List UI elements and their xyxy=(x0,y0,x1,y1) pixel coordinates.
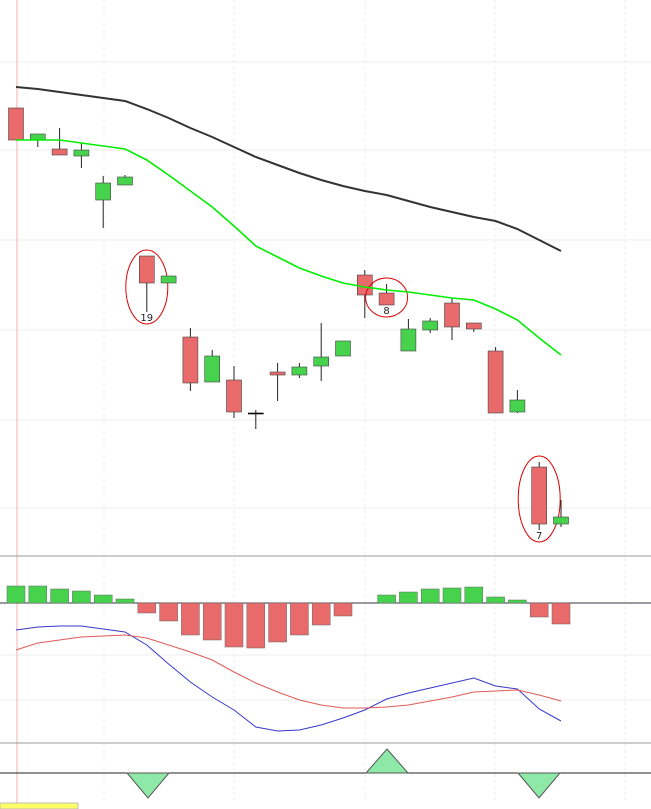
candle-body xyxy=(8,107,24,141)
candle-body xyxy=(313,356,330,367)
line-series xyxy=(15,634,562,709)
candle-body xyxy=(160,275,177,284)
histogram-bar xyxy=(159,602,178,622)
candle-body xyxy=(509,399,526,413)
histogram-bar xyxy=(268,602,287,643)
candle-body xyxy=(248,412,264,415)
candle-body xyxy=(553,516,569,525)
histogram-bar xyxy=(420,588,440,604)
line-series xyxy=(15,86,562,252)
candle-body xyxy=(335,340,351,357)
candle-body xyxy=(465,322,482,330)
candle-body xyxy=(531,466,548,525)
highlight-circle xyxy=(125,249,169,325)
histogram-bar xyxy=(290,602,309,636)
histogram-bar xyxy=(508,599,527,604)
candle-body xyxy=(444,302,460,328)
candle-body xyxy=(400,328,417,352)
histogram-bar xyxy=(72,590,91,604)
histogram-bar xyxy=(529,602,549,618)
histogram-bar xyxy=(464,586,484,604)
candle-body xyxy=(182,336,199,384)
candle-label: 7 xyxy=(536,531,542,542)
candle-body xyxy=(226,379,242,413)
candle-body xyxy=(291,366,308,376)
histogram-bar xyxy=(28,585,48,604)
histogram-bar xyxy=(551,602,571,625)
buy-signal xyxy=(364,748,410,774)
candle-body xyxy=(73,149,90,157)
candle-label: 8 xyxy=(383,306,389,317)
histogram-bar xyxy=(399,591,418,604)
sell-signal xyxy=(516,772,562,799)
histogram-bar xyxy=(311,602,331,626)
histogram-bar xyxy=(93,594,113,604)
histogram-bar xyxy=(442,587,462,604)
candle-body xyxy=(204,355,220,383)
histogram-bar xyxy=(50,588,69,604)
candle-body xyxy=(117,176,133,186)
histogram-bar xyxy=(115,598,135,604)
histogram-bar xyxy=(246,602,266,649)
line-series xyxy=(16,139,562,356)
candle-body xyxy=(487,350,504,414)
line-series xyxy=(15,625,562,732)
candle-body xyxy=(269,371,286,376)
histogram-bar xyxy=(202,602,222,641)
highlight-circle xyxy=(517,455,561,543)
candle-body xyxy=(422,320,439,331)
candle-body xyxy=(95,182,111,201)
histogram-bar xyxy=(377,594,396,604)
candle-body xyxy=(51,148,68,156)
histogram-bar xyxy=(486,596,505,604)
time-label-box xyxy=(0,802,79,809)
candle-body xyxy=(378,292,395,306)
histogram-bar xyxy=(181,602,200,636)
sell-signal xyxy=(125,772,171,799)
candle-body xyxy=(139,255,155,284)
candle-body xyxy=(29,133,46,141)
highlight-circle xyxy=(365,277,409,318)
candle-label: 19 xyxy=(140,313,153,324)
histogram-bar xyxy=(137,602,157,614)
histogram-bar xyxy=(333,602,353,617)
histogram-bar xyxy=(6,585,26,604)
histogram-bar xyxy=(224,602,244,648)
